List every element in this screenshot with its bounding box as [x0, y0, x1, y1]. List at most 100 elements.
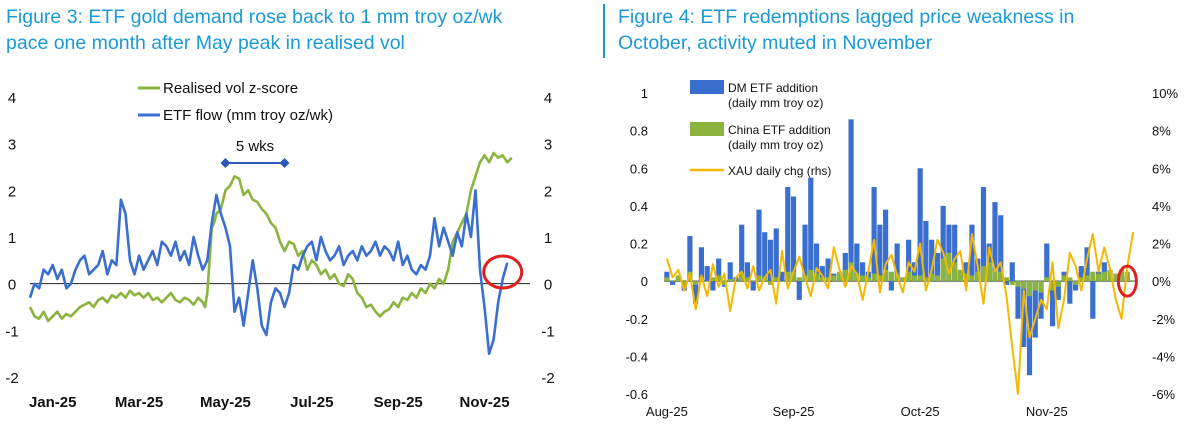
y-left-tick-label: 2	[8, 183, 16, 200]
china-etf-bar	[934, 275, 941, 282]
dm-etf-bar	[963, 262, 969, 282]
y-right-tick-label: 0	[544, 277, 552, 294]
china-etf-bar	[848, 262, 854, 282]
x-tick-label: Jul-25	[290, 394, 333, 411]
dm-etf-bar	[854, 243, 860, 282]
x-tick-label: Mar-25	[115, 394, 163, 411]
dm-etf-bar	[693, 281, 699, 304]
x-tick-label: Aug-25	[646, 404, 688, 419]
china-etf-bar	[727, 279, 733, 282]
dm-etf-bar	[808, 177, 814, 282]
china-etf-bar	[825, 277, 831, 282]
dm-etf-bar	[710, 281, 716, 291]
y-left-tick-label: -1	[5, 323, 18, 340]
x-tick-label: May-25	[200, 394, 251, 411]
china-etf-bar	[1124, 271, 1130, 282]
china-etf-bar	[1113, 273, 1119, 282]
dm-etf-bar	[785, 187, 791, 282]
china-etf-bar	[871, 273, 877, 282]
dm-etf-bar	[1090, 281, 1096, 319]
x-tick-label: Sep-25	[374, 394, 423, 411]
china-etf-bar	[911, 275, 917, 282]
legend-china-label: China ETF addition	[728, 123, 831, 137]
china-etf-bar	[1101, 271, 1107, 282]
legend-dm-swatch	[690, 80, 724, 94]
y-left-tick-label: 0.2	[630, 237, 648, 252]
dm-etf-bar	[1032, 281, 1038, 338]
dm-etf-bar	[923, 220, 929, 282]
y-left-tick-label: 0	[8, 277, 16, 294]
china-etf-bar	[975, 271, 981, 282]
china-etf-bar	[957, 269, 964, 282]
legend-xau-label: XAU daily chg (rhs)	[728, 164, 831, 178]
x-tick-label: Nov-25	[460, 394, 510, 411]
figure-3-panel: Figure 3: ETF gold demand rose back to 1…	[5, 6, 554, 411]
china-etf-bar	[1003, 277, 1010, 282]
y-right-tick-label: 3	[544, 137, 552, 154]
dm-etf-bar	[1021, 281, 1027, 347]
china-etf-bar	[952, 262, 958, 282]
y-right-tick-label: 8%	[1152, 124, 1171, 139]
dm-etf-bar	[773, 228, 779, 282]
china-etf-bar	[842, 269, 848, 282]
china-etf-bar	[1130, 281, 1136, 282]
china-etf-bar	[1026, 281, 1033, 297]
dm-etf-bar	[716, 258, 722, 282]
china-etf-bar	[1078, 277, 1084, 282]
china-etf-bar	[986, 262, 992, 282]
dm-etf-bar	[739, 224, 745, 282]
china-etf-bar	[859, 275, 866, 282]
x-tick-label: Oct-25	[901, 404, 940, 419]
dm-etf-bar	[1003, 281, 1010, 285]
dm-etf-bar	[825, 258, 831, 282]
annotation-marker	[220, 158, 231, 168]
figure-4-title: Figure 4: ETF redemptions lagged price w…	[618, 4, 1074, 56]
china-etf-bar	[681, 281, 687, 287]
china-etf-bar	[710, 277, 716, 282]
china-etf-bar	[721, 281, 728, 285]
dm-etf-bar	[969, 224, 975, 282]
china-etf-bar	[906, 271, 912, 282]
china-etf-bar	[773, 277, 779, 282]
china-etf-bar	[796, 277, 802, 282]
china-etf-bar	[1119, 269, 1125, 282]
china-etf-bar	[923, 277, 929, 282]
y-left-tick-label: -2	[5, 370, 18, 387]
china-etf-bar	[917, 275, 923, 282]
china-etf-bar	[1067, 277, 1073, 282]
y-left-tick-label: 0	[641, 274, 648, 289]
dm-etf-bar	[992, 202, 998, 282]
china-etf-bar	[767, 281, 774, 285]
y-right-tick-label: 6%	[1152, 161, 1171, 176]
y-right-tick-label: 10%	[1152, 86, 1178, 101]
figure-3-chart: 4 3 2 1 0 -1 -2 4 3 2 1 0 -1 -2 Jan-25 Mar-25 May-25 Jul-…	[5, 80, 554, 411]
dm-etf-bar	[670, 281, 676, 285]
figure-3-title-line-2: pace one month after May peak in realise…	[6, 32, 405, 54]
dm-etf-bar	[940, 205, 946, 282]
figure-4-title-line-1: Figure 4: ETF redemptions lagged price w…	[618, 6, 1075, 28]
china-etf-bar	[992, 269, 998, 282]
china-etf-bar	[1021, 281, 1027, 289]
y-right-tick-label: -6%	[1152, 387, 1176, 402]
china-etf-bar	[756, 275, 762, 282]
x-tick-label: Sep-25	[773, 404, 815, 419]
china-etf-bar	[664, 277, 670, 282]
china-etf-bar	[1049, 281, 1056, 291]
dm-etf-bar	[796, 281, 802, 300]
y-left-tick-label: 1	[8, 230, 16, 247]
china-etf-bar	[750, 281, 756, 282]
china-etf-bar	[1044, 277, 1050, 282]
realised-vol-line	[28, 151, 513, 323]
dm-etf-bar	[1026, 281, 1033, 376]
xau-daily-change-line	[665, 232, 1135, 395]
legend-china-sublabel: (daily mm troy oz)	[728, 138, 823, 152]
china-etf-bar	[790, 271, 797, 282]
y-left-tick-label: -0.4	[626, 349, 648, 364]
dm-etf-bar	[1009, 262, 1015, 282]
dm-etf-bar	[934, 252, 941, 282]
legend-realised-vol-label: Realised vol z-score	[163, 80, 298, 97]
dm-etf-bar	[1055, 281, 1061, 300]
china-etf-bar	[883, 269, 889, 282]
dm-etf-bar	[698, 247, 705, 282]
dm-etf-bar	[883, 209, 889, 282]
